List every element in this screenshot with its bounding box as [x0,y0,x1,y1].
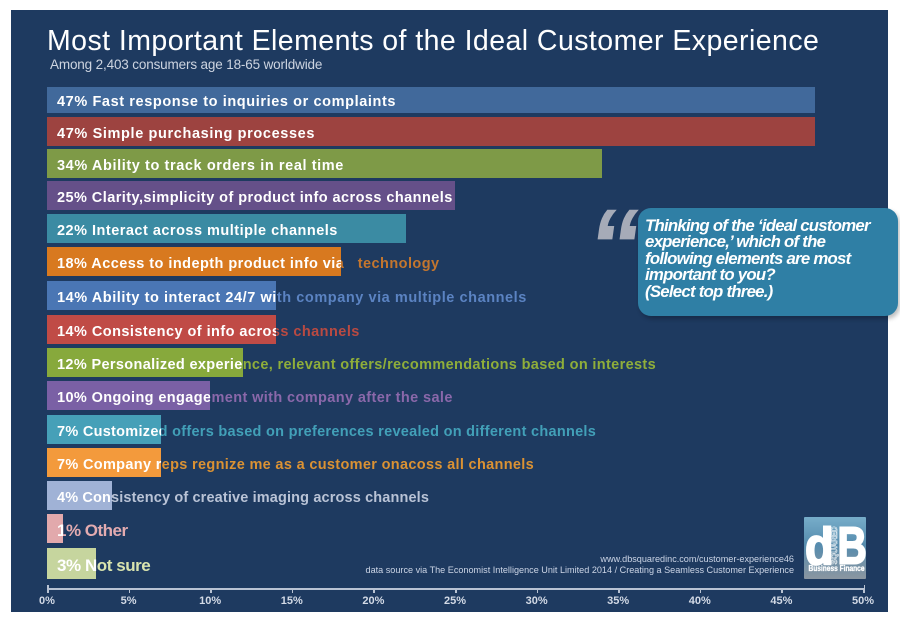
svg-text:Business Finance: Business Finance [809,563,865,573]
svg-text:SQUARED: SQUARED [829,527,839,565]
svg-text:d: d [805,518,834,576]
svg-text:B: B [838,517,867,575]
